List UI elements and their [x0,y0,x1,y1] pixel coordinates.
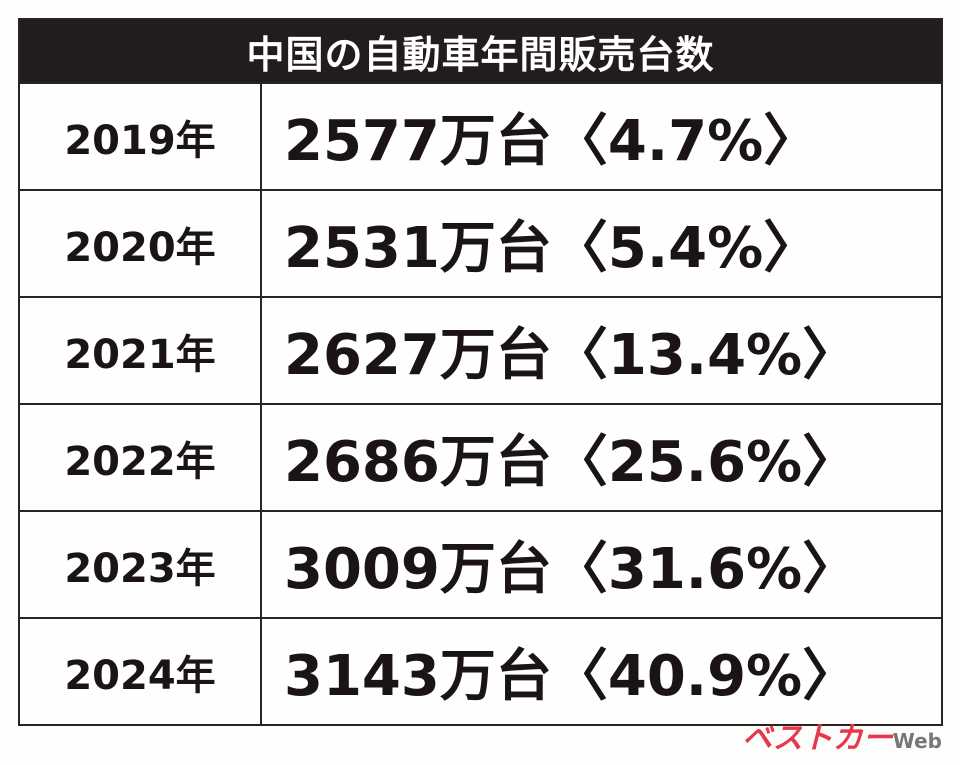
sales-cell: 2686万台〈25.6%〉 [284,430,859,495]
watermark: ベストカーWeb [742,713,942,757]
year-cell: 2024年 [20,619,262,724]
table-row: 2021年 2627万台〈13.4%〉 [20,296,941,403]
watermark-suffix: Web [892,729,942,753]
year-cell: 2023年 [20,512,262,617]
table-row: 2024年 3143万台〈40.9%〉 [20,617,941,724]
table-title: 中国の自動車年間販売台数 [20,20,941,82]
table-row: 2020年 2531万台〈5.4%〉 [20,189,941,296]
sales-cell: 3143万台〈40.9%〉 [284,644,859,709]
year-cell: 2020年 [20,191,262,296]
sales-cell: 2531万台〈5.4%〉 [284,216,820,281]
table: 中国の自動車年間販売台数 2019年 2577万台〈4.7%〉 2020年 2531万… [18,18,943,726]
table-row: 2022年 2686万台〈25.6%〉 [20,403,941,510]
table-row: 2023年 3009万台〈31.6%〉 [20,510,941,617]
year-cell: 2022年 [20,405,262,510]
watermark-brand: ベストカー [742,721,893,756]
sales-cell: 2577万台〈4.7%〉 [284,109,820,174]
sales-cell: 2627万台〈13.4%〉 [284,323,859,388]
table-row: 2019年 2577万台〈4.7%〉 [20,82,941,189]
sales-cell: 3009万台〈31.6%〉 [284,537,859,602]
year-cell: 2021年 [20,298,262,403]
year-cell: 2019年 [20,84,262,189]
